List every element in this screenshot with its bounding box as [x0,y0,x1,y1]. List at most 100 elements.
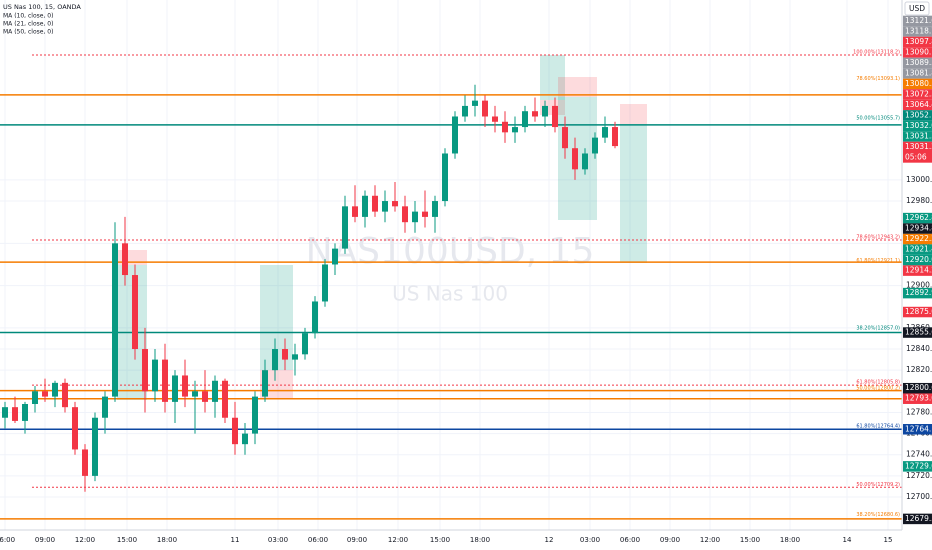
candle-body [72,407,78,450]
watermark-name: US Nas 100 [392,282,508,306]
price-tick-label: 12840.0 [906,344,932,353]
price-badge-label: 12764.1 [905,424,932,433]
candle-body [212,380,218,402]
price-badge-label: 12800.6 [905,383,932,392]
price-tick-label: 12700.0 [906,492,932,501]
time-label: 09:00 [660,536,680,544]
candle-body [372,195,378,212]
time-label: 12:00 [75,536,95,544]
indicator[interactable]: MA (50, close, 0) [3,29,53,36]
fib-label: 100.00%(13118.2) [853,49,900,55]
time-label: 18:00 [157,536,177,544]
candle-body [592,137,598,154]
candles [2,84,618,492]
price-badge [903,233,932,245]
price-badge [903,89,932,100]
price-badge-label: 12892.9 [905,288,932,297]
indicator[interactable]: MA (10, close, 0) [3,13,53,20]
candle-body [272,349,278,371]
price-badge-label: 13090.1 [905,47,932,56]
candle-body [222,380,228,418]
candle-body [522,111,528,128]
fib-label: 61.80%(12764.4) [856,423,900,429]
price-badge-label: 13064.4 [905,100,932,109]
price-badge [903,110,932,121]
price-badge [903,47,932,58]
price-badge [903,212,932,224]
candle-body [82,449,88,476]
candle-body [252,396,258,434]
candle-body [422,211,428,217]
candle-body [542,105,548,117]
grid [0,0,902,530]
time-label: 06:00 [0,536,15,544]
price-badge-label: 13081.8 [905,68,932,77]
price-badge-label: 12934.8 [905,224,932,233]
price-tick-label: 12820.0 [906,365,932,374]
candle-body [492,116,498,122]
price-badge [903,513,932,525]
price-badge-label: 13080.5 [905,79,932,88]
time-label: 03:00 [580,536,600,544]
candle-body [292,354,298,360]
time-label: 06:00 [620,536,640,544]
fib-label: 61.80%(12805.8) [856,380,900,386]
price-badge [903,382,932,394]
candle-body [132,275,138,350]
time-label: 18:00 [470,536,490,544]
price-badge-label: 12793.0 [905,394,932,403]
price-badge [903,306,932,318]
price-badge [903,265,932,276]
position-stop [620,104,647,124]
price-badge-label: 12920.0 [905,255,932,264]
time-axis-bg [0,530,932,550]
price-tick-label: 12780.0 [906,407,932,416]
candle-body [32,391,38,405]
price-badge [903,131,932,142]
price-badge [903,68,932,79]
currency[interactable]: USD [909,4,925,13]
candle-body [452,116,458,154]
candle-body [12,407,18,421]
time-label: 15 [884,536,893,544]
candle-body [242,433,248,445]
indicator[interactable]: MA (21, close, 0) [3,21,53,28]
candle-body [302,333,308,355]
candle-body [502,121,508,133]
candle-body [122,243,128,276]
time-label: 18:00 [780,536,800,544]
candle-body [232,417,238,445]
price-badge [903,141,932,163]
candle-body [572,148,578,170]
candle-body [582,153,588,170]
price-badge-label: 13089.5 [905,58,932,67]
time-label: 12 [545,536,554,544]
price-badge [903,223,932,234]
candle-body [92,417,98,476]
candle-body [282,349,288,360]
price-badge [903,15,932,27]
position-stop [558,77,597,97]
candle-body [472,100,478,106]
candle-body [22,404,28,421]
candle-body [402,206,408,223]
candle-body [352,206,358,217]
candle-body [382,201,388,212]
candle-body [192,391,198,397]
candle-body [392,201,398,207]
candle-body [142,349,148,392]
candle-body [612,127,618,147]
price-badge-label: 12914.2 [905,266,932,275]
price-badge [903,120,932,132]
fib-label: 50.00%(13055.7) [856,116,900,122]
price-badge [903,99,932,111]
symbol-title[interactable]: US Nas 100, 15, OANDA [3,3,81,11]
price-badge [903,36,932,48]
currency-box[interactable] [904,1,930,16]
candle-body [262,370,268,397]
candle-body [112,243,118,397]
price-tick-label: 12720.0 [906,471,932,480]
price-badge-label: 12679.3 [905,514,932,523]
price-badge-label: 12729.0 [905,461,932,470]
